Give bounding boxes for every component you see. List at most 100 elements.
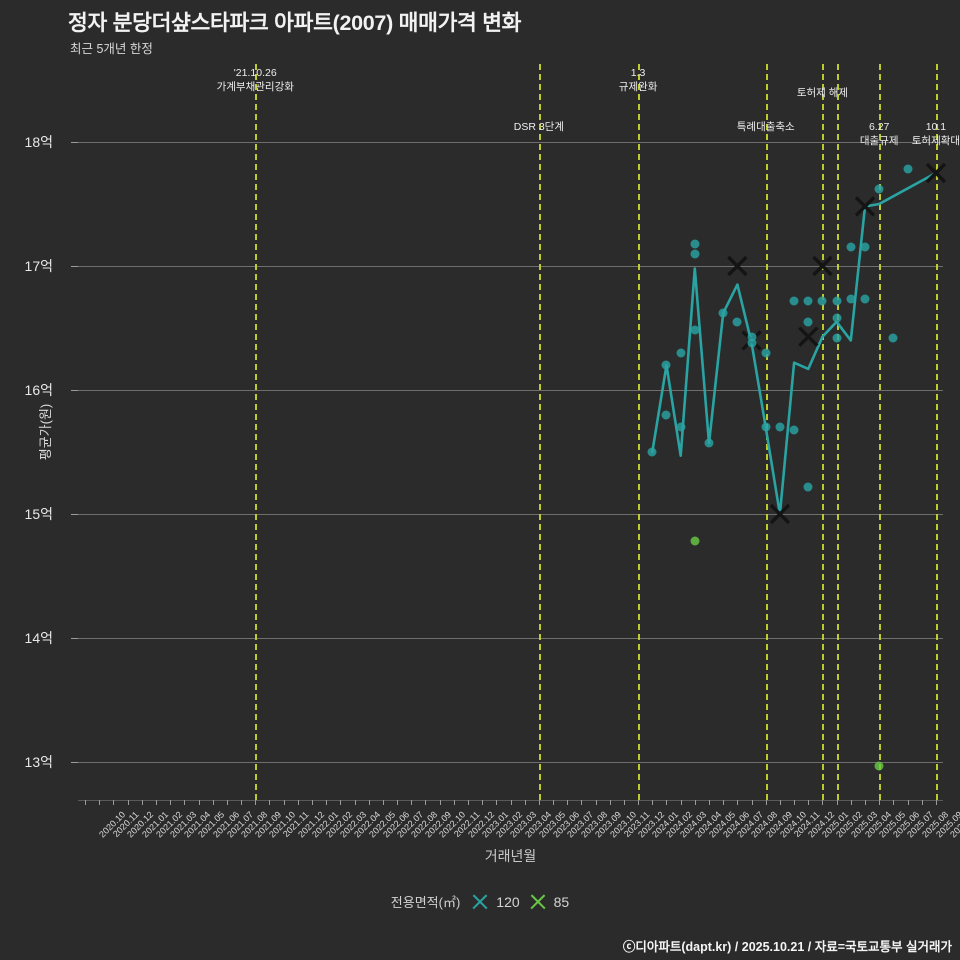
data-point: [661, 360, 671, 370]
data-point: [690, 239, 700, 249]
x-tick-mark: [879, 800, 881, 805]
x-tick-mark: [482, 800, 484, 805]
data-point: [903, 164, 913, 174]
legend: 전용면적(㎡) 120 85: [0, 892, 960, 911]
footer-credit: ⓒ디아파트(dapt.kr) / 2025.10.21 / 자료=국토교통부 실…: [622, 940, 952, 954]
x-tick-mark: [453, 800, 455, 805]
data-point: [832, 333, 842, 343]
x-tick-mark: [666, 800, 668, 805]
x-tick-mark: [553, 800, 555, 805]
event-line: [538, 64, 541, 800]
x-marker-icon: [769, 503, 791, 525]
data-point: [704, 438, 714, 448]
y-tick-mark: [71, 390, 78, 391]
x-tick-mark: [836, 800, 838, 805]
x-tick-mark: [354, 800, 356, 805]
y-tick-label: 17억: [24, 258, 53, 274]
x-tick-mark: [538, 800, 540, 805]
x-tick-mark: [382, 800, 384, 805]
x-axis-label: 거래년월: [484, 848, 537, 864]
x-tick-mark: [99, 800, 101, 805]
data-point: [874, 184, 884, 194]
x-tick-mark: [467, 800, 469, 805]
x-tick-mark: [297, 800, 299, 805]
x-tick-mark: [411, 800, 413, 805]
y-tick-label: 15억: [24, 506, 53, 522]
data-point: [803, 317, 813, 327]
x-tick-mark: [737, 800, 739, 805]
x-tick-mark: [212, 800, 214, 805]
x-tick-mark: [794, 800, 796, 805]
x-marker-icon: [529, 893, 547, 911]
data-point: [690, 325, 700, 335]
gridline: [78, 142, 943, 143]
data-point: [775, 422, 785, 432]
x-tick-mark: [680, 800, 682, 805]
legend-label-120: 120: [496, 893, 520, 910]
x-tick-mark: [184, 800, 186, 805]
x-marker-icon: [727, 255, 748, 277]
event-line: [935, 64, 938, 800]
page-title: 정자 분당더샾스타파크 아파트(2007) 매매가격 변화: [68, 11, 522, 35]
data-point: [860, 294, 870, 304]
event-line: [822, 64, 825, 800]
x-marker-icon: [925, 162, 947, 184]
data-point: [647, 447, 657, 457]
gridline: [78, 762, 943, 763]
x-tick-mark: [368, 800, 370, 805]
x-tick-mark: [907, 800, 909, 805]
data-point: [789, 296, 799, 306]
data-point: [888, 333, 898, 343]
x-tick-mark: [808, 800, 810, 805]
gridline: [78, 390, 943, 391]
x-tick-mark: [198, 800, 200, 805]
y-tick-mark: [71, 266, 78, 267]
x-tick-mark: [581, 800, 583, 805]
data-point: [846, 294, 856, 304]
data-point: [761, 422, 771, 432]
x-tick-mark: [397, 800, 399, 805]
data-point: [832, 313, 842, 323]
data-point: [817, 296, 827, 306]
x-tick-mark: [524, 800, 526, 805]
gridline: [78, 266, 943, 267]
data-point: [676, 348, 686, 358]
series-line: [650, 171, 938, 516]
x-tick-mark: [283, 800, 285, 805]
data-point: [732, 317, 742, 327]
x-tick-mark: [113, 800, 115, 805]
x-tick-mark: [595, 800, 597, 805]
x-tick-mark: [935, 800, 937, 805]
x-tick-mark: [709, 800, 711, 805]
data-point: [846, 242, 856, 252]
series-layer: [650, 162, 947, 525]
y-tick-mark: [71, 142, 78, 143]
y-tick-mark: [71, 514, 78, 515]
legend-item-85[interactable]: 85: [529, 893, 570, 911]
x-tick-mark: [623, 800, 625, 805]
x-tick-mark: [921, 800, 923, 805]
event-line: [638, 64, 641, 800]
legend-label-85: 85: [553, 893, 570, 910]
x-tick-mark: [85, 800, 87, 805]
data-point: [761, 348, 771, 358]
y-tick-label: 18억: [24, 134, 53, 150]
x-tick-mark: [865, 800, 866, 805]
y-tick-mark: [71, 762, 78, 763]
data-point: [803, 296, 813, 306]
data-point: [874, 761, 884, 771]
event-line: [879, 64, 882, 800]
x-tick-mark: [311, 800, 313, 805]
gridline: [78, 638, 943, 639]
x-tick-mark: [609, 800, 611, 805]
event-line: [836, 64, 839, 800]
legend-item-120[interactable]: 120: [471, 893, 519, 911]
data-point: [690, 249, 700, 259]
x-tick-mark: [694, 800, 696, 805]
x-tick-mark: [241, 800, 243, 805]
chart-subtitle: 최근 5개년 한정: [70, 42, 153, 56]
x-tick-mark: [127, 800, 129, 805]
data-point: [661, 410, 671, 420]
x-marker-icon: [854, 196, 876, 217]
